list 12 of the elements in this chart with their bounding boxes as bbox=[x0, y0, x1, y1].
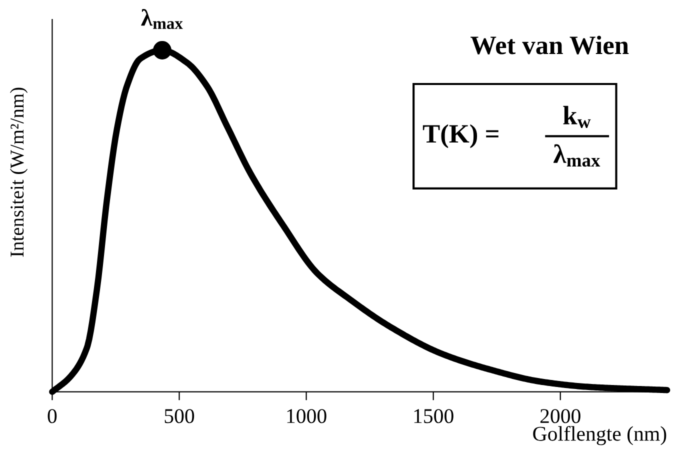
y-axis-title: Intensiteit (W/m²/nm) bbox=[10, 88, 28, 257]
annotation: λ$_{max}$ bbox=[141, 9, 183, 30]
x-tick-label: 0 bbox=[48, 409, 57, 424]
annotation: k$_{w}$ bbox=[563, 106, 591, 128]
annotation: λ$_{max}$ bbox=[554, 144, 600, 167]
annotation: T(K) = bbox=[422, 124, 498, 148]
x-tick-label: 1500 bbox=[414, 409, 454, 424]
chart-title: Wet van Wien bbox=[470, 36, 629, 54]
x-tick-label: 1000 bbox=[287, 409, 326, 424]
x-tick-label: 2000 bbox=[540, 409, 580, 424]
x-axis-title: Golflengte (nm) bbox=[533, 426, 666, 446]
x-tick-label: 500 bbox=[164, 409, 194, 424]
